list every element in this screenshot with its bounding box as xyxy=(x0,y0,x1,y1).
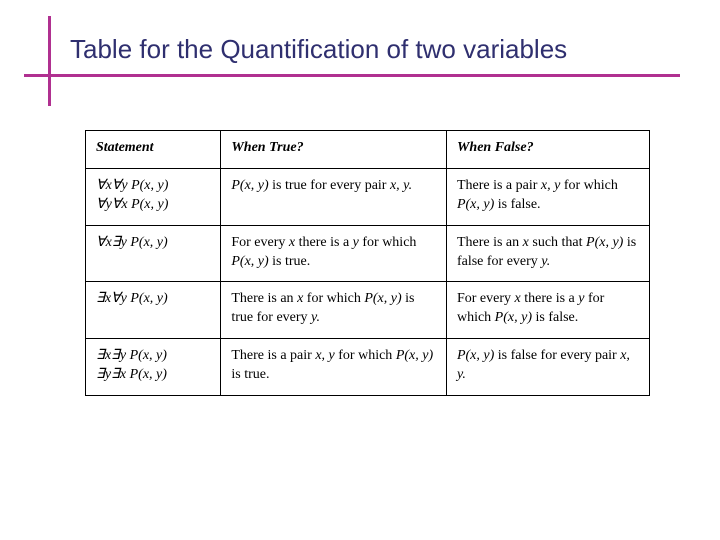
col-header-when-false: When False? xyxy=(446,131,649,169)
text-span: there is a xyxy=(295,235,353,250)
text-span: for which xyxy=(359,235,417,250)
text-span: is false for every pair xyxy=(494,348,620,363)
text-span: There is an xyxy=(457,235,523,250)
cell-when-false: P(x, y) is false for every pair x, y. xyxy=(446,339,649,396)
text-span: y. xyxy=(541,254,550,269)
quantifier-table: Statement When True? When False? ∀x∀y P(… xyxy=(85,130,650,396)
text-span: There is an xyxy=(231,291,297,306)
text-span: P(x, y) xyxy=(495,310,532,325)
table-row: ∃x∃y P(x, y) ∃y∃x P(x, y) There is a pai… xyxy=(86,339,650,396)
text-span: P(x, y) xyxy=(457,348,494,363)
text-span: is false. xyxy=(494,197,540,212)
col-header-when-true: When True? xyxy=(221,131,447,169)
cell-when-true: There is a pair x, y for which P(x, y) i… xyxy=(221,339,447,396)
text-span: P(x, y) xyxy=(457,197,494,212)
table-row: ∀x∀y P(x, y) ∀y∀x P(x, y) P(x, y) is tru… xyxy=(86,168,650,225)
text-span: P(x, y) xyxy=(364,291,401,306)
table-row: ∃x∀y P(x, y) There is an x for which P(x… xyxy=(86,282,650,339)
text-span: y. xyxy=(311,310,320,325)
quantifier-table-wrap: Statement When True? When False? ∀x∀y P(… xyxy=(85,130,650,396)
cell-statement: ∀x∀y P(x, y) ∀y∀x P(x, y) xyxy=(86,168,221,225)
cell-when-true: There is an x for which P(x, y) is true … xyxy=(221,282,447,339)
text-span: There is a pair xyxy=(457,178,541,193)
text-span: is false. xyxy=(532,310,578,325)
text-span: x, y xyxy=(315,348,334,363)
text-span: P(x, y) xyxy=(396,348,433,363)
text-span: such that xyxy=(529,235,586,250)
statement-line: ∃x∀y P(x, y) xyxy=(96,291,168,306)
table-header-row: Statement When True? When False? xyxy=(86,131,650,169)
statement-line: ∃x∃y P(x, y) xyxy=(96,348,167,363)
cell-statement: ∃x∀y P(x, y) xyxy=(86,282,221,339)
cell-statement: ∃x∃y P(x, y) ∃y∃x P(x, y) xyxy=(86,339,221,396)
cell-when-false: For every x there is a y for which P(x, … xyxy=(446,282,649,339)
text-span: for which xyxy=(303,291,364,306)
text-span: for which xyxy=(335,348,396,363)
col-header-statement: Statement xyxy=(86,131,221,169)
text-span: For every xyxy=(231,235,289,250)
slide: Table for the Quantification of two vari… xyxy=(0,0,720,540)
table-row: ∀x∃y P(x, y) For every x there is a y fo… xyxy=(86,225,650,282)
title-area: Table for the Quantification of two vari… xyxy=(0,34,720,71)
cell-when-false: There is an x such that P(x, y) is false… xyxy=(446,225,649,282)
statement-line: ∀x∃y P(x, y) xyxy=(96,235,168,250)
statement-line: ∃y∃x P(x, y) xyxy=(96,367,167,382)
statement-line: ∀y∀x P(x, y) xyxy=(96,197,168,212)
text-span: x, y xyxy=(541,178,560,193)
text-span: is true. xyxy=(269,254,311,269)
title-rule-horizontal xyxy=(24,74,680,77)
text-span: There is a pair xyxy=(231,348,315,363)
text-span: is true. xyxy=(231,367,269,382)
text-span: x, y. xyxy=(390,178,412,193)
text-span: P(x, y) xyxy=(586,235,623,250)
text-span: For every xyxy=(457,291,515,306)
text-span: for which xyxy=(560,178,618,193)
cell-when-true: P(x, y) is true for every pair x, y. xyxy=(221,168,447,225)
statement-line: ∀x∀y P(x, y) xyxy=(96,178,168,193)
cell-when-true: For every x there is a y for which P(x, … xyxy=(221,225,447,282)
cell-when-false: There is a pair x, y for which P(x, y) i… xyxy=(446,168,649,225)
cell-statement: ∀x∃y P(x, y) xyxy=(86,225,221,282)
page-title: Table for the Quantification of two vari… xyxy=(70,34,720,65)
text-span: there is a xyxy=(521,291,579,306)
text-span: P(x, y) xyxy=(231,254,268,269)
text-span: is true for every pair xyxy=(269,178,390,193)
text-span: P(x, y) xyxy=(231,178,268,193)
